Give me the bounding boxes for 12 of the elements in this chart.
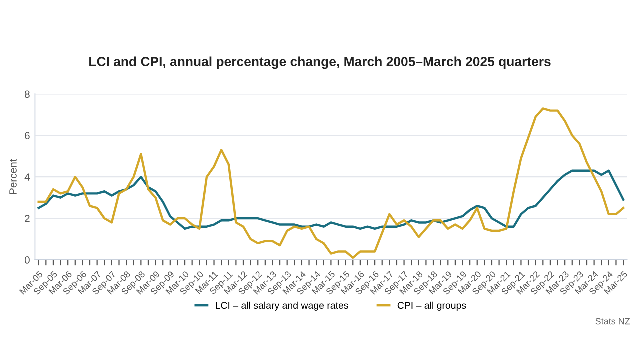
chart-title: LCI and CPI, annual percentage change, March 2005–March 2025 quarters: [90, 56, 551, 70]
legend-label: LCI – all salary and wage rates: [216, 302, 348, 311]
y-tick-label: 8: [25, 90, 30, 98]
y-axis-title: Percent: [10, 159, 17, 194]
y-tick-label: 2: [25, 215, 30, 222]
y-tick-label: 6: [25, 132, 30, 140]
line-series: [38, 108, 625, 260]
y-tick-label: 4: [24, 174, 30, 181]
legend-label: CPI – all groups: [398, 302, 466, 311]
line-series: [38, 170, 625, 230]
y-tick-label: 0: [24, 256, 30, 264]
text: Stats NZ: [596, 318, 630, 325]
